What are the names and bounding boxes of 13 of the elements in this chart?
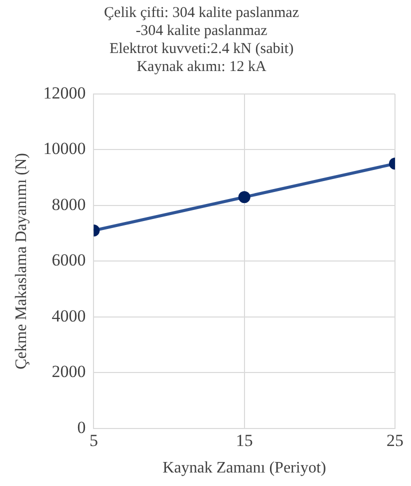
y-tick-label: 6000 — [52, 250, 86, 270]
y-tick-label: 12000 — [43, 83, 86, 102]
x-tick-label: 5 — [89, 431, 98, 450]
y-tick-label: 2000 — [52, 362, 86, 382]
y-tick-label: 8000 — [52, 194, 86, 214]
y-tick-label: 10000 — [43, 139, 86, 158]
y-tick-label: 0 — [77, 418, 86, 437]
y-axis-title: Çekme Makaslama Dayanımı (N) — [12, 153, 30, 370]
x-tick-label: 25 — [386, 431, 404, 450]
chart-title: Çelik çifti: 304 kalite paslanmaz -304 kalite paslanmaz Elektrot kuvveti:2.4 kN (sabit) Kaynak akımı: 12 kA — [104, 4, 300, 75]
x-axis-title: Kaynak Zamanı (Periyot) — [162, 460, 326, 477]
x-tick-label: 15 — [236, 431, 253, 450]
y-tick-label: 4000 — [52, 306, 86, 326]
